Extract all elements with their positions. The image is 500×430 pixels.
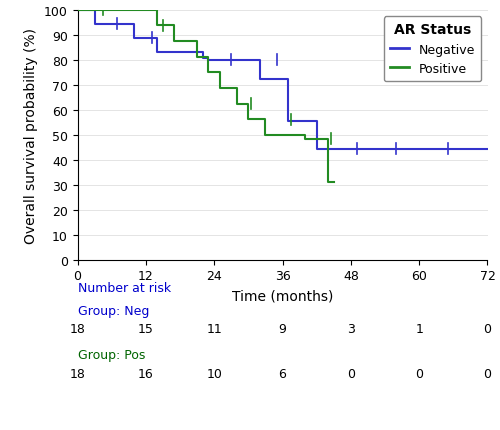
Text: 0: 0	[484, 367, 492, 380]
Text: 1: 1	[415, 322, 423, 335]
Text: 18: 18	[70, 322, 86, 335]
Text: Number at risk: Number at risk	[78, 282, 170, 295]
Text: 0: 0	[484, 322, 492, 335]
Text: 16: 16	[138, 367, 154, 380]
Text: 11: 11	[206, 322, 222, 335]
Text: Group: Pos: Group: Pos	[78, 348, 145, 361]
X-axis label: Time (months): Time (months)	[232, 289, 333, 302]
Text: 9: 9	[278, 322, 286, 335]
Text: 0: 0	[347, 367, 355, 380]
Text: 18: 18	[70, 367, 86, 380]
Text: 10: 10	[206, 367, 222, 380]
Text: Group: Neg: Group: Neg	[78, 304, 149, 317]
Legend: Negative, Positive: Negative, Positive	[384, 17, 481, 82]
Text: 15: 15	[138, 322, 154, 335]
Text: 3: 3	[347, 322, 355, 335]
Text: 0: 0	[415, 367, 423, 380]
Y-axis label: Overall survival probability (%): Overall survival probability (%)	[24, 28, 38, 243]
Text: 6: 6	[278, 367, 286, 380]
